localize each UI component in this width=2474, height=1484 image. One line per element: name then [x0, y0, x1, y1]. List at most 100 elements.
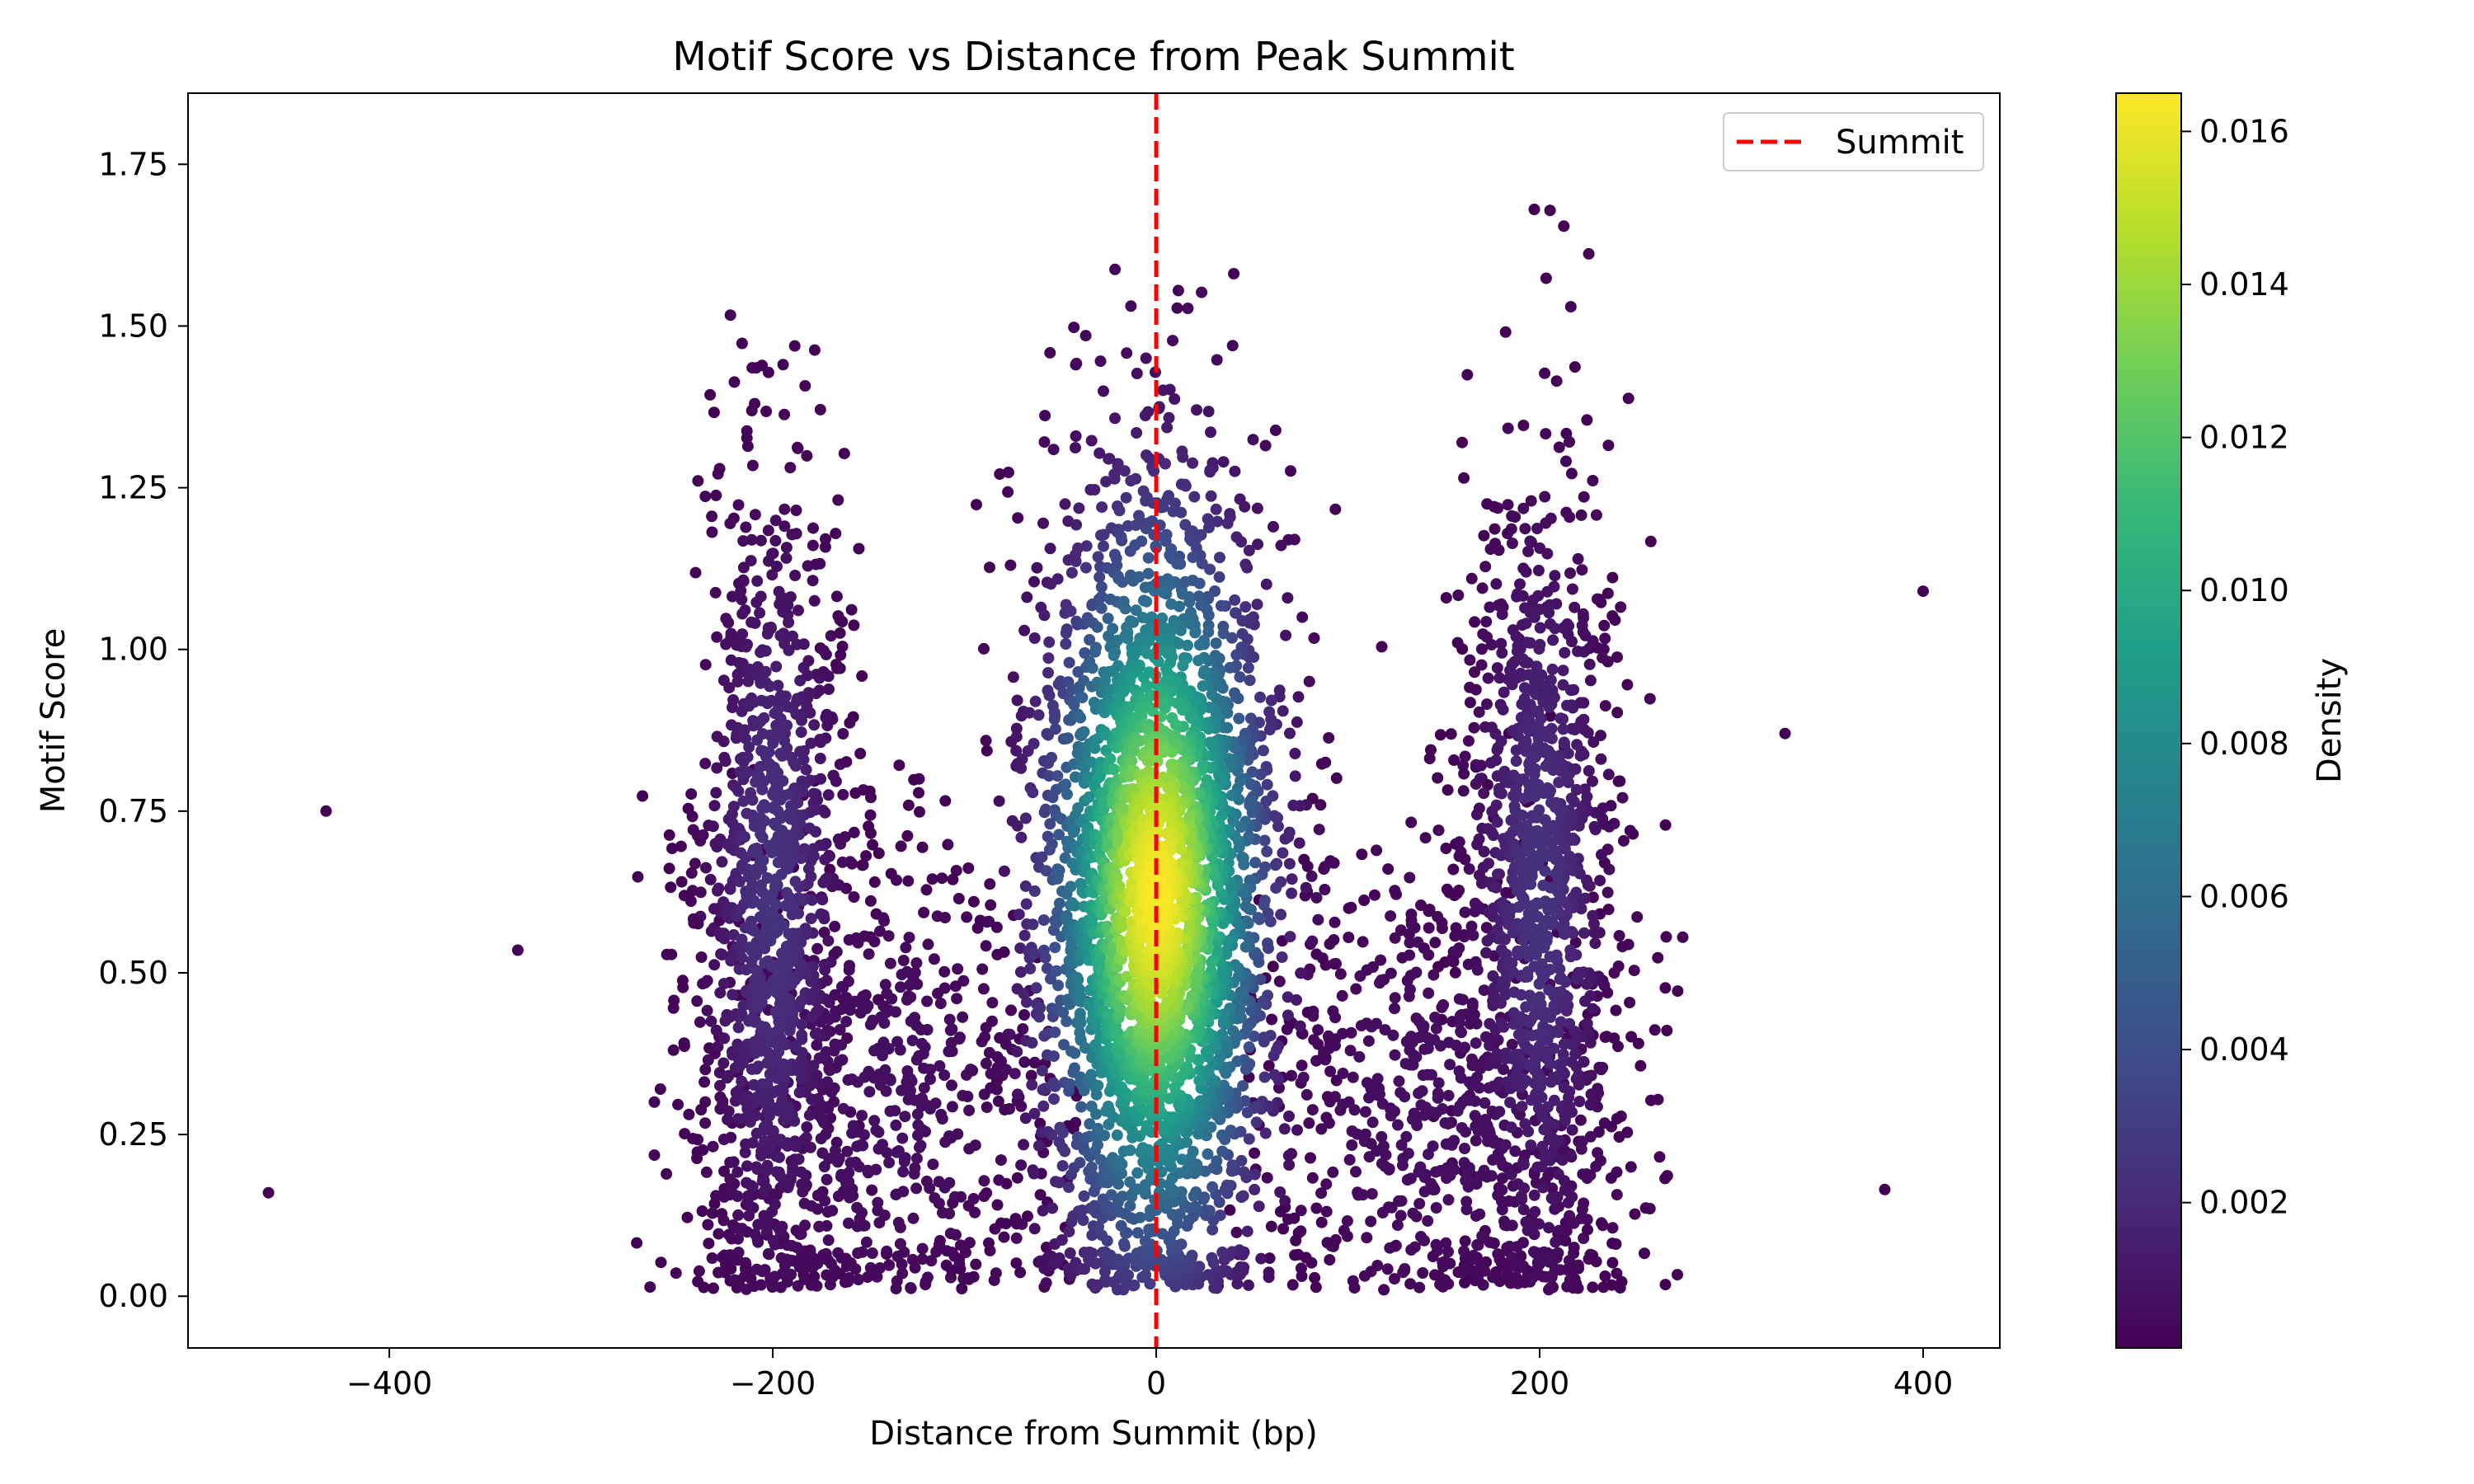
data-point	[1210, 637, 1222, 650]
data-point	[685, 866, 698, 879]
data-point	[1584, 674, 1597, 687]
data-point	[1644, 693, 1656, 705]
data-point	[732, 499, 745, 511]
data-point	[1063, 1181, 1075, 1193]
data-point	[1540, 272, 1552, 284]
data-point	[1056, 1160, 1069, 1172]
data-point	[1564, 567, 1576, 580]
data-point	[1417, 1022, 1429, 1035]
data-point	[808, 344, 821, 356]
data-point	[675, 840, 687, 852]
data-point	[1191, 404, 1202, 416]
data-point	[1359, 1128, 1371, 1140]
data-point	[740, 1256, 752, 1269]
data-point	[1611, 1267, 1623, 1280]
data-point	[815, 773, 827, 785]
data-point	[1353, 1050, 1366, 1063]
data-point	[1091, 621, 1103, 633]
data-point	[808, 719, 821, 731]
data-point	[1475, 773, 1488, 785]
data-point	[807, 797, 820, 810]
data-point	[1393, 1075, 1405, 1087]
data-point	[1283, 1159, 1296, 1171]
data-point	[722, 1106, 735, 1117]
data-point	[929, 1192, 941, 1205]
data-point	[1557, 723, 1569, 735]
data-point	[1617, 834, 1630, 847]
data-point	[708, 959, 721, 971]
data-point	[1553, 777, 1565, 788]
data-point	[894, 1237, 906, 1250]
data-point	[1028, 885, 1041, 897]
data-point	[1434, 1040, 1446, 1052]
data-point	[1661, 1025, 1673, 1036]
data-point	[891, 1146, 903, 1158]
data-point	[1440, 843, 1452, 854]
data-point	[1550, 1236, 1562, 1248]
data-point	[718, 932, 731, 945]
data-point	[1434, 1278, 1446, 1290]
data-point	[827, 769, 840, 782]
data-point	[1605, 1172, 1617, 1184]
data-point	[843, 1217, 854, 1229]
data-point	[1376, 641, 1388, 653]
data-point	[1468, 721, 1480, 734]
data-point	[976, 1036, 988, 1048]
data-point	[1263, 1252, 1276, 1265]
data-point	[727, 1156, 740, 1168]
data-point	[1659, 1172, 1672, 1185]
data-point	[762, 955, 774, 967]
data-point	[1587, 775, 1598, 787]
data-point	[1606, 610, 1619, 622]
data-point	[1564, 1274, 1576, 1286]
data-point	[946, 1101, 958, 1113]
data-point	[985, 899, 997, 911]
data-point	[1458, 931, 1470, 943]
data-point	[1230, 607, 1241, 619]
data-point	[1541, 585, 1554, 598]
data-point	[718, 1165, 731, 1177]
data-point	[1131, 427, 1143, 439]
data-point	[814, 753, 826, 764]
data-point	[993, 795, 1005, 807]
data-point	[837, 788, 849, 801]
data-point	[1023, 707, 1036, 719]
data-point	[1094, 1153, 1107, 1166]
data-point	[918, 1062, 930, 1074]
data-point	[693, 1265, 705, 1277]
data-point	[1478, 1164, 1490, 1176]
data-point	[1475, 643, 1488, 655]
data-point	[632, 871, 644, 883]
data-point	[1540, 428, 1552, 440]
data-point	[877, 1050, 888, 1062]
data-point	[1140, 352, 1152, 364]
points-layer	[262, 204, 1929, 1296]
data-point	[713, 463, 726, 475]
data-point	[1544, 204, 1556, 217]
data-point	[1378, 974, 1390, 986]
data-point	[862, 1271, 873, 1284]
data-point	[991, 1199, 1004, 1211]
data-point	[829, 920, 841, 932]
data-point	[262, 1186, 275, 1199]
data-point	[1301, 860, 1314, 872]
data-point	[1366, 961, 1379, 973]
data-point	[1039, 410, 1051, 422]
data-point	[1597, 651, 1609, 664]
data-point	[1343, 1153, 1356, 1166]
data-point	[1571, 973, 1583, 985]
data-point	[717, 1134, 730, 1145]
data-point	[1028, 1223, 1041, 1235]
data-point	[1195, 599, 1207, 611]
data-point	[864, 809, 877, 821]
data-point	[767, 1235, 779, 1247]
data-point	[678, 1040, 690, 1052]
data-point	[866, 1184, 878, 1196]
data-point	[1205, 490, 1217, 502]
data-point	[1498, 765, 1511, 777]
data-point	[962, 1200, 975, 1212]
data-point	[901, 993, 913, 1006]
data-point	[849, 787, 862, 799]
data-point	[1020, 898, 1032, 910]
data-point	[890, 1119, 902, 1131]
